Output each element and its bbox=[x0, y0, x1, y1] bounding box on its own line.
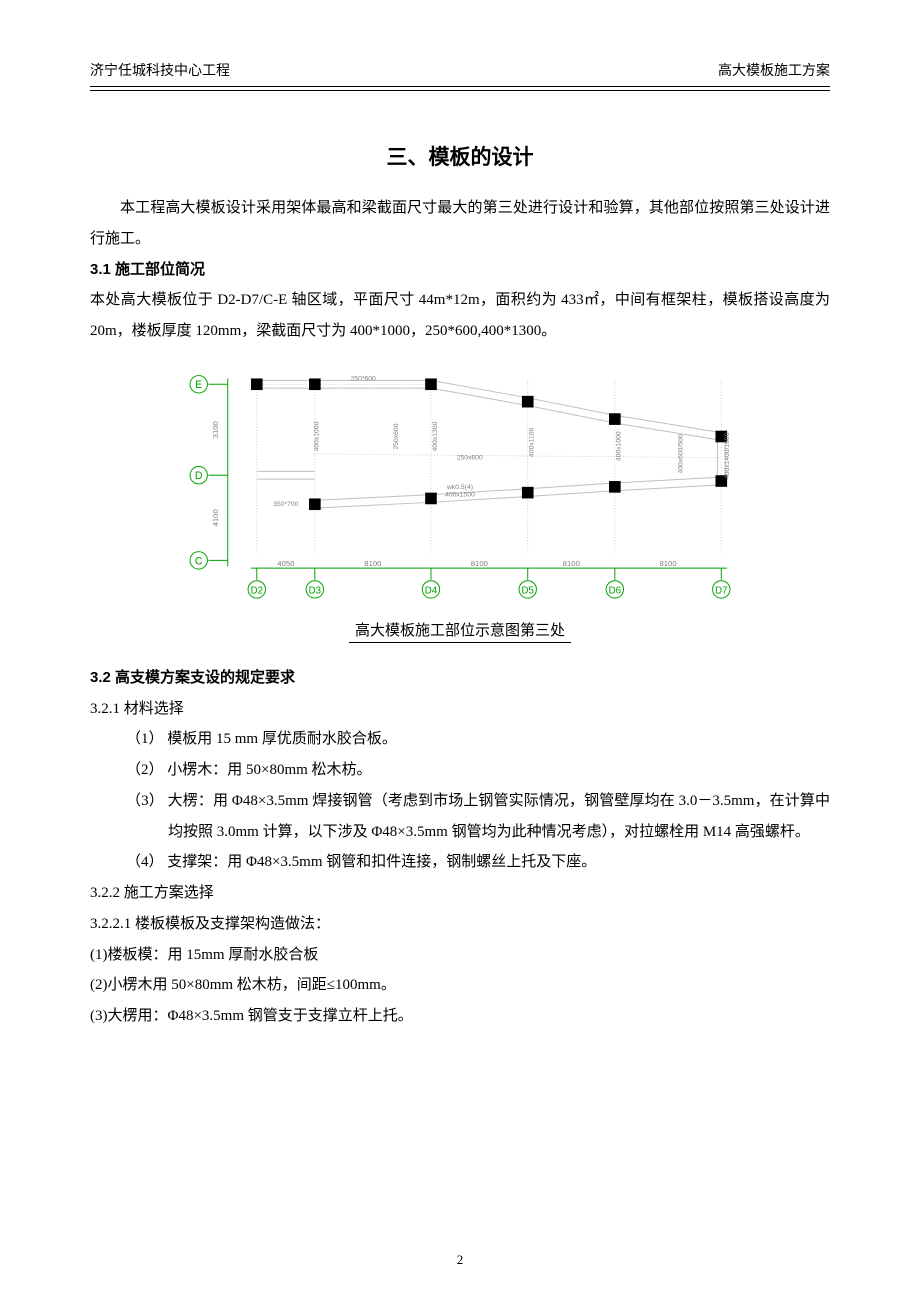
heading-3-2-2-1: 3.2.2.1 楼板模板及支撑架构造做法： bbox=[90, 909, 830, 940]
svg-text:D: D bbox=[195, 470, 203, 482]
svg-text:8100: 8100 bbox=[471, 559, 488, 568]
svg-text:D5: D5 bbox=[522, 585, 534, 596]
section-title: 三、模板的设计 bbox=[90, 141, 830, 171]
list-3221-item-2: (2)小楞木用 50×80mm 松木枋，间距≤100mm。 bbox=[90, 970, 830, 1001]
svg-text:D7: D7 bbox=[715, 585, 727, 596]
svg-text:4050: 4050 bbox=[277, 559, 294, 568]
svg-text:400x600/500: 400x600/500 bbox=[678, 434, 685, 473]
svg-text:D2: D2 bbox=[251, 585, 263, 596]
floorplan-diagram: E D C 3100 4100 D2 D3 D4 D5 D6 D7 4050 8100 8100 8100 8… bbox=[160, 357, 760, 607]
svg-text:3100: 3100 bbox=[211, 421, 220, 438]
list-item-1: （1） 模板用 15 mm 厚优质耐水胶合板。 bbox=[90, 724, 830, 755]
diagram-caption: 高大模板施工部位示意图第三处 bbox=[90, 619, 830, 643]
svg-text:D6: D6 bbox=[609, 585, 621, 596]
svg-text:400x1000: 400x1000 bbox=[616, 431, 623, 461]
list-item-2: （2） 小楞木：用 50×80mm 松木枋。 bbox=[90, 755, 830, 786]
svg-text:4100: 4100 bbox=[211, 509, 220, 526]
header-right: 高大模板施工方案 bbox=[718, 60, 830, 80]
list-3221-item-3: (3)大楞用：Φ48×3.5mm 钢管支于支撑立杆上托。 bbox=[90, 1001, 830, 1032]
svg-text:C: C bbox=[195, 555, 203, 567]
intro-paragraph: 本工程高大模板设计采用架体最高和梁截面尺寸最大的第三处进行设计和验算，其他部位按… bbox=[90, 193, 830, 255]
header-underline bbox=[90, 86, 830, 91]
heading-3-2-2: 3.2.2 施工方案选择 bbox=[90, 878, 830, 909]
paragraph-3-1: 本处高大模板位于 D2-D7/C-E 轴区域，平面尺寸 44m*12m，面积约为… bbox=[90, 285, 830, 347]
header-left: 济宁任城科技中心工程 bbox=[90, 60, 230, 80]
svg-text:E: E bbox=[195, 379, 202, 391]
list-item-4: （4） 支撑架：用 Φ48×3.5mm 钢管和扣件连接，钢制螺丝上托及下座。 bbox=[90, 847, 830, 878]
heading-3-2-1: 3.2.1 材料选择 bbox=[90, 694, 830, 725]
diagram-container: E D C 3100 4100 D2 D3 D4 D5 D6 D7 4050 8100 8100 8100 8… bbox=[90, 357, 830, 607]
diagram-caption-text: 高大模板施工部位示意图第三处 bbox=[349, 619, 571, 643]
heading-3-1: 3.1 施工部位简况 bbox=[90, 255, 830, 286]
svg-text:400x1300: 400x1300 bbox=[432, 421, 439, 451]
svg-text:250*600: 250*600 bbox=[351, 375, 376, 382]
page: 济宁任城科技中心工程 高大模板施工方案 三、模板的设计 本工程高大模板设计采用架… bbox=[0, 0, 920, 1302]
list-item-3: （3） 大楞：用 Φ48×3.5mm 焊接钢管（考虑到市场上钢管实际情况，钢管壁… bbox=[90, 786, 830, 848]
svg-text:250x600: 250x600 bbox=[393, 423, 400, 449]
svg-text:400x1500: 400x1500 bbox=[445, 491, 475, 498]
page-header: 济宁任城科技中心工程 高大模板施工方案 bbox=[90, 60, 830, 84]
svg-text:350*700: 350*700 bbox=[273, 501, 298, 508]
svg-text:D4: D4 bbox=[425, 585, 438, 596]
svg-text:8100: 8100 bbox=[563, 559, 580, 568]
svg-text:8100: 8100 bbox=[659, 559, 676, 568]
svg-text:8100: 8100 bbox=[364, 559, 381, 568]
list-3221-item-1: (1)楼板模：用 15mm 厚耐水胶合板 bbox=[90, 940, 830, 971]
svg-text:400x1000: 400x1000 bbox=[314, 421, 321, 451]
svg-text:wk0.5(4): wk0.5(4) bbox=[446, 484, 473, 491]
svg-text:400x1100: 400x1100 bbox=[529, 427, 536, 456]
heading-3-2: 3.2 高支模方案支设的规定要求 bbox=[90, 663, 830, 694]
svg-text:D3: D3 bbox=[309, 585, 321, 596]
svg-text:400x1400/1600: 400x1400/1600 bbox=[724, 432, 731, 479]
page-number: 2 bbox=[0, 1252, 920, 1268]
svg-text:250x600: 250x600 bbox=[457, 454, 483, 461]
